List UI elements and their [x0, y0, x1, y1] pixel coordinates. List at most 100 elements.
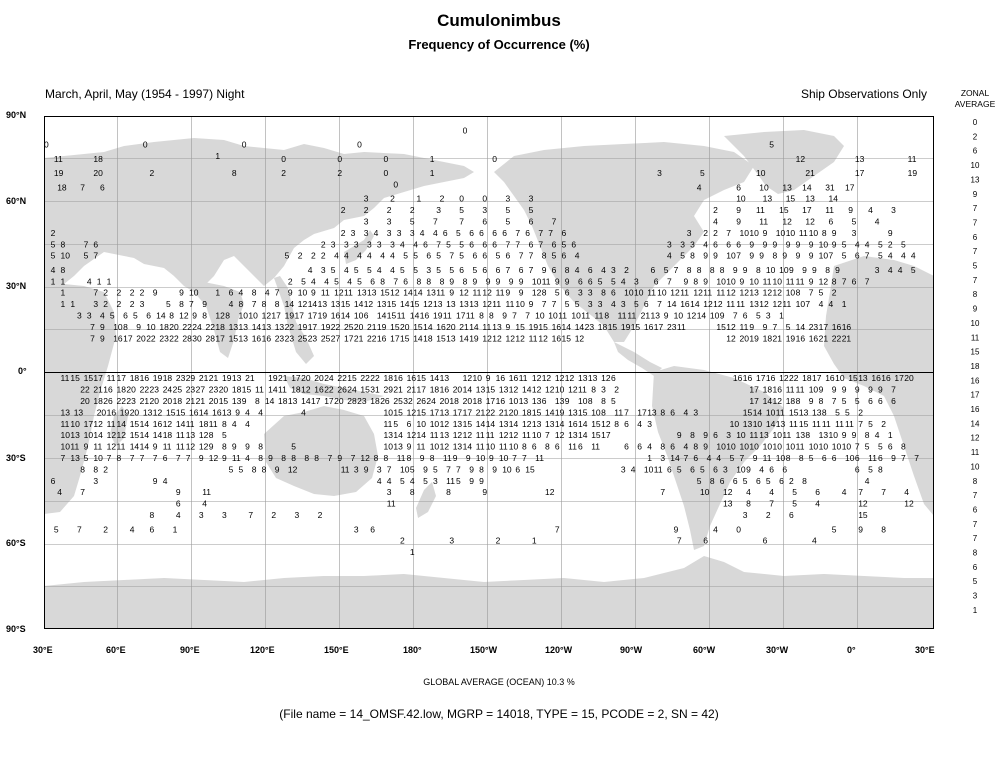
- grid-value: 4: [163, 476, 168, 486]
- grid-value: 3: [387, 216, 392, 226]
- grid-value: 14: [199, 407, 209, 417]
- grid-value: 9: [720, 311, 725, 321]
- grid-value: 5: [842, 396, 847, 406]
- grid-value: 23: [275, 333, 285, 343]
- grid-value: 8: [479, 311, 484, 321]
- grid-value: 21: [805, 168, 815, 178]
- grid-value: 16: [107, 407, 117, 417]
- grid-value: 13: [440, 430, 450, 440]
- grid-value: 20: [354, 322, 364, 332]
- grid-value: 7: [667, 276, 672, 286]
- grid-value: 2: [858, 407, 863, 417]
- grid-value: 9: [202, 299, 207, 309]
- grid-value: 6: [552, 265, 557, 275]
- grid-value: 7: [773, 322, 778, 332]
- grid-value: 5: [743, 476, 748, 486]
- lon-label-90e: 90°E: [180, 645, 200, 655]
- grid-value: 9: [809, 276, 814, 286]
- grid-value: 14: [578, 419, 588, 429]
- grid-value: 12: [782, 216, 792, 226]
- grid-value: 21: [140, 396, 150, 406]
- grid-value: 3: [766, 311, 771, 321]
- grid-value: 4: [377, 476, 382, 486]
- grid-value: 10: [819, 239, 829, 249]
- grid-value: 4: [229, 299, 234, 309]
- grid-value: 19: [433, 311, 443, 321]
- grid-value: 15: [525, 464, 535, 474]
- grid-value: 19: [54, 168, 64, 178]
- grid-value: 4: [875, 430, 880, 440]
- grid-value: 8: [430, 453, 435, 463]
- grid-value: 9: [179, 288, 184, 298]
- grid-value: 17: [749, 396, 759, 406]
- zonal-average-value: 15: [971, 348, 980, 357]
- grid-value: 7: [459, 216, 464, 226]
- grid-value: 3: [647, 419, 652, 429]
- grid-value: 12: [555, 373, 565, 383]
- grid-value: 15: [393, 407, 403, 417]
- grid-value: 8: [690, 251, 695, 261]
- grid-value: 8: [614, 419, 619, 429]
- grid-value: 11: [756, 205, 765, 215]
- grid-value: 9: [466, 453, 471, 463]
- grid-value: 13: [519, 396, 529, 406]
- grid-value: 9: [749, 322, 754, 332]
- grid-value: 12: [179, 311, 189, 321]
- land-eurasia: [44, 138, 474, 292]
- grid-value: 1: [410, 547, 415, 557]
- grid-value: 8: [258, 453, 263, 463]
- grid-value: 4: [344, 251, 349, 261]
- grid-value: 11: [443, 453, 452, 463]
- grid-value: 6: [878, 396, 883, 406]
- grid-value: 14: [469, 322, 479, 332]
- grid-value: 32: [403, 396, 413, 406]
- grid-value: 3: [621, 464, 626, 474]
- grid-value: 14: [93, 430, 103, 440]
- grid-value: 9: [100, 333, 105, 343]
- grid-value: 4: [911, 251, 916, 261]
- grid-value: 13: [357, 288, 367, 298]
- grid-value: 17: [311, 396, 321, 406]
- grid-value: 11: [430, 430, 439, 440]
- grid-value: 11: [568, 442, 577, 452]
- grid-value: 10: [809, 228, 819, 238]
- grid-value: 7: [519, 251, 524, 261]
- grid-value: 2: [713, 205, 718, 215]
- grid-value: 11: [749, 430, 758, 440]
- grid-value: 4: [51, 265, 56, 275]
- grid-value: 14: [400, 299, 410, 309]
- grid-value: 4: [324, 276, 329, 286]
- grid-value: 15: [515, 322, 525, 332]
- grid-value: 6: [578, 276, 583, 286]
- grid-value: 15: [858, 510, 868, 520]
- grid-value: 0: [357, 140, 362, 150]
- grid-value: 23: [126, 396, 136, 406]
- lon-label-150w: 150°W: [470, 645, 498, 655]
- grid-value: 18: [598, 322, 608, 332]
- grid-value: 9: [852, 430, 857, 440]
- lat-label-90s: 90°S: [6, 624, 26, 634]
- grid-value: 6: [469, 239, 474, 249]
- grid-value: 7: [77, 524, 82, 534]
- grid-value: 9: [782, 251, 787, 261]
- grid-value: 11: [789, 419, 798, 429]
- grid-value: 19: [285, 311, 295, 321]
- grid-value: 8: [588, 396, 593, 406]
- grid-value: 3: [611, 265, 616, 275]
- grid-value: 5: [792, 499, 797, 509]
- grid-value: 13: [440, 373, 450, 383]
- grid-value: 13: [819, 430, 829, 440]
- grid-value: 10: [749, 276, 759, 286]
- grid-value: 4: [697, 182, 702, 192]
- land-central-america: [614, 342, 662, 376]
- grid-value: 3: [93, 476, 98, 486]
- grid-value: 7: [84, 239, 89, 249]
- grid-value: 29: [186, 373, 196, 383]
- grid-value: 7: [829, 251, 834, 261]
- grid-value: 4: [842, 487, 847, 497]
- grid-value: 13: [275, 322, 285, 332]
- grid-value: 3: [723, 464, 728, 474]
- grid-value: 10: [239, 311, 249, 321]
- grid-value: 9: [364, 464, 369, 474]
- grid-value: 16: [153, 419, 163, 429]
